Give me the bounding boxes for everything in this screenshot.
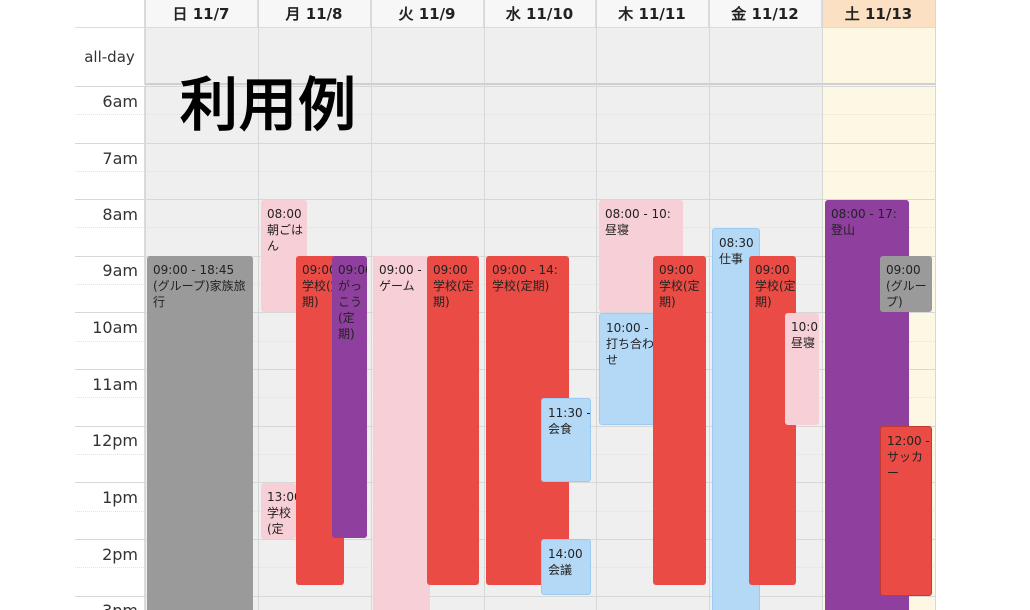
overlay-title: 利用例 xyxy=(180,71,358,139)
column-divider xyxy=(596,0,597,610)
event-time: 09:00 xyxy=(886,263,921,277)
event-time: 13:00 xyxy=(267,490,296,504)
event-mon-gakkou[interactable]: 09:00 がっこう(定期) xyxy=(332,256,367,538)
event-time: 11:30 - xyxy=(548,406,590,420)
event-thu-meeting[interactable]: 10:00 - 打ち合わせ xyxy=(599,313,659,425)
grid-line-half xyxy=(75,171,936,172)
calendar-week-view: 日 11/7 月 11/8 火 11/9 水 11/10 木 11/11 金 1… xyxy=(75,0,936,610)
event-time: 09:00 xyxy=(338,263,367,277)
event-title: ゲーム xyxy=(379,279,415,293)
event-title: 打ち合わせ xyxy=(606,337,655,367)
event-title: 朝ごはん xyxy=(267,223,304,253)
day-header-tue[interactable]: 火 11/9 xyxy=(371,0,484,28)
event-time: 10:0 xyxy=(791,320,818,334)
event-title: 登山 xyxy=(831,223,856,237)
event-time: 09:00 xyxy=(433,263,468,277)
event-time: 09:00 - 14: xyxy=(492,263,558,277)
event-wed-lunch[interactable]: 11:30 - 会食 xyxy=(541,398,591,482)
event-title: (グループ)家族旅行 xyxy=(153,279,246,309)
event-title: 昼寝 xyxy=(605,223,630,237)
hour-label-1pm: 1pm xyxy=(102,488,138,507)
grid-line xyxy=(75,86,936,87)
event-time: 08:00 xyxy=(267,207,302,221)
event-title: 学校(定期) xyxy=(433,279,474,309)
event-time: 09:00 xyxy=(659,263,694,277)
event-time: 08:00 - 10: xyxy=(605,207,671,221)
event-sat-soccer[interactable]: 12:00 - サッカー xyxy=(880,426,932,596)
column-divider xyxy=(258,0,259,610)
event-time: 08:00 - 17: xyxy=(831,207,897,221)
day-header-sat-today[interactable]: 土 11/13 xyxy=(822,0,936,28)
column-divider xyxy=(822,0,823,610)
event-title: 学校(定 xyxy=(267,506,292,536)
column-divider xyxy=(371,0,372,610)
event-title: がっこう(定期) xyxy=(338,279,363,341)
event-title: 学校(定期) xyxy=(492,279,550,293)
event-fri-nap[interactable]: 10:0 昼寝 xyxy=(785,313,819,425)
day-header-fri[interactable]: 金 11/12 xyxy=(709,0,822,28)
event-time: 14:00 xyxy=(548,547,583,561)
all-day-label: all-day xyxy=(75,28,145,85)
hour-label-10am: 10am xyxy=(92,318,138,337)
event-title: 学校(定期) xyxy=(659,279,700,309)
day-header-wed[interactable]: 水 11/10 xyxy=(484,0,596,28)
all-day-row[interactable] xyxy=(75,28,936,85)
event-title: (グループ) xyxy=(886,279,927,309)
hour-label-3pm: 3pm xyxy=(102,601,138,610)
event-time: 12:00 - xyxy=(887,434,930,448)
event-title: サッカー xyxy=(887,450,924,480)
event-sat-group[interactable]: 09:00 (グループ) xyxy=(880,256,932,312)
time-gutter: 6am 7am 8am 9am 10am 11am 12pm 1pm 2pm 3… xyxy=(75,87,145,610)
event-time: 10:00 - xyxy=(606,321,649,335)
grid-line-half xyxy=(75,227,936,228)
hour-label-11am: 11am xyxy=(92,375,138,394)
hour-label-12pm: 12pm xyxy=(91,431,138,450)
event-time: 08:30 xyxy=(719,236,754,250)
event-tue-game[interactable]: 09:00 - ゲーム xyxy=(373,256,430,610)
column-divider xyxy=(935,0,936,610)
hour-label-2pm: 2pm xyxy=(102,545,138,564)
event-wed-meeting[interactable]: 14:00 会議 xyxy=(541,539,591,595)
hour-label-9am: 9am xyxy=(102,261,138,280)
grid-line xyxy=(75,596,936,597)
hour-label-6am: 6am xyxy=(102,92,138,111)
column-divider xyxy=(709,0,710,610)
event-title: 昼寝 xyxy=(791,336,816,350)
event-time: 09:00 xyxy=(755,263,790,277)
event-thu-school[interactable]: 09:00 学校(定期) xyxy=(653,256,706,585)
day-header-sun[interactable]: 日 11/7 xyxy=(145,0,258,28)
event-title: 学校(定期) xyxy=(755,279,796,309)
hour-label-7am: 7am xyxy=(102,149,138,168)
hour-label-8am: 8am xyxy=(102,205,138,224)
event-fri-school[interactable]: 09:00 学校(定期) xyxy=(749,256,796,585)
event-sun-family-trip[interactable]: 09:00 - 18:45 (グループ)家族旅行 xyxy=(147,256,253,610)
event-tue-school[interactable]: 09:00 学校(定期) xyxy=(427,256,479,585)
event-title: 会議 xyxy=(548,563,573,577)
event-title: 会食 xyxy=(548,422,573,436)
event-title: 仕事 xyxy=(719,252,744,266)
event-mon-school-2[interactable]: 13:00 学校(定 xyxy=(261,483,296,539)
day-header-thu[interactable]: 木 11/11 xyxy=(596,0,709,28)
column-divider xyxy=(145,0,146,610)
column-divider xyxy=(484,0,485,610)
grid-line xyxy=(75,199,936,200)
grid-line xyxy=(75,143,936,144)
day-header-mon[interactable]: 月 11/8 xyxy=(258,0,371,28)
event-time: 09:00 - 18:45 xyxy=(153,263,235,277)
grid-line-half xyxy=(75,114,936,115)
event-time: 09:00 xyxy=(302,263,337,277)
header-corner xyxy=(75,0,145,28)
event-time: 09:00 - xyxy=(379,263,422,277)
